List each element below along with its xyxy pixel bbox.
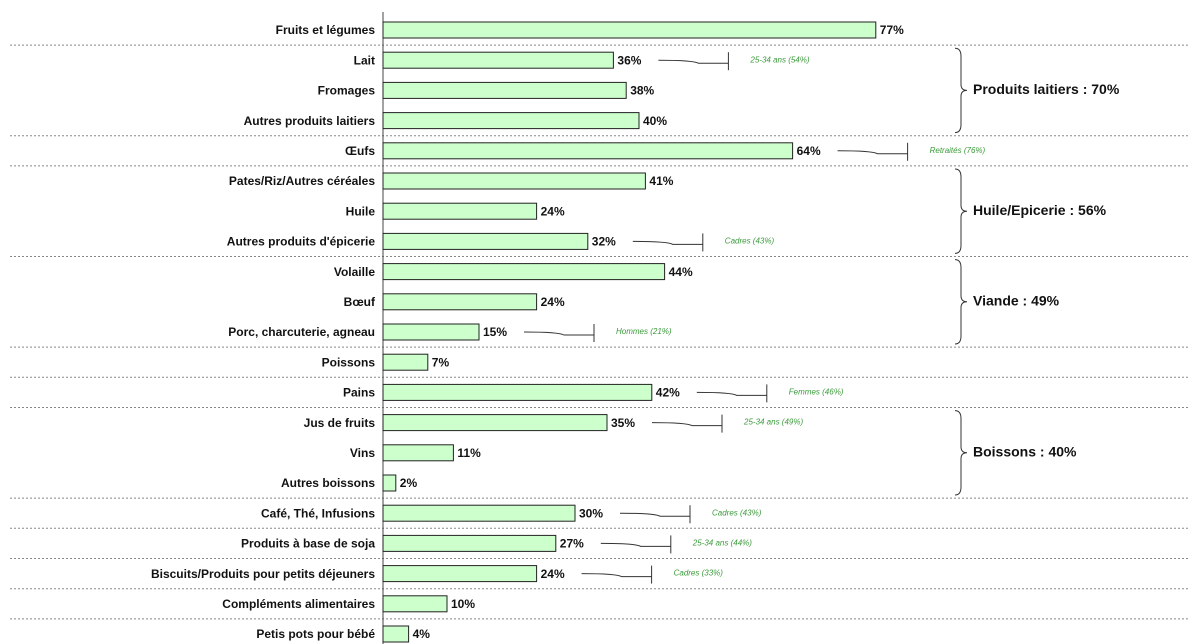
- category-label: Vins: [350, 446, 375, 460]
- category-label: Volaille: [334, 265, 375, 279]
- value-label: 35%: [611, 416, 635, 430]
- value-label: 38%: [630, 84, 654, 98]
- bar: [382, 353, 429, 371]
- category-label: Fruits et légumes: [276, 23, 376, 37]
- value-label: 24%: [541, 204, 565, 218]
- bar: [382, 142, 794, 160]
- category-label: Autres produits laitiers: [244, 114, 376, 128]
- category-label: Jus de fruits: [304, 416, 376, 430]
- group-label: Viande : 49%: [973, 293, 1060, 309]
- value-label: 24%: [541, 295, 565, 309]
- value-label: 24%: [541, 567, 565, 581]
- bar: [382, 232, 589, 250]
- bar: [382, 504, 576, 522]
- category-label: Café, Thé, Infusions: [261, 506, 375, 520]
- annotation: Hommes (21%): [616, 327, 672, 336]
- value-label: 7%: [432, 355, 450, 369]
- value-label: 40%: [643, 114, 667, 128]
- value-label: 36%: [617, 53, 641, 67]
- bar: [382, 534, 557, 552]
- category-label: Autres produits d'épicerie: [227, 235, 376, 249]
- annotation: Cadres (43%): [712, 508, 762, 517]
- bar: [382, 112, 640, 130]
- bar: [382, 565, 538, 583]
- category-label: Œufs: [345, 144, 375, 158]
- annotation-connector: [619, 512, 690, 517]
- value-label: 11%: [457, 446, 481, 460]
- bar: [382, 202, 538, 220]
- group-brace: [954, 47, 968, 134]
- value-label: 64%: [797, 144, 821, 158]
- category-label: Poissons: [322, 355, 376, 369]
- annotation-connector: [632, 240, 703, 245]
- group-brace: [954, 410, 968, 496]
- category-label: Compléments alimentaires: [222, 597, 375, 611]
- value-label: 30%: [579, 506, 603, 520]
- bar: [382, 414, 608, 432]
- bar: [382, 323, 480, 341]
- bar: [382, 21, 877, 39]
- value-label: 42%: [656, 386, 680, 400]
- group-brace: [954, 168, 968, 254]
- value-label: 10%: [451, 597, 475, 611]
- group-label: Produits laitiers : 70%: [973, 81, 1120, 97]
- bar: [382, 625, 410, 643]
- annotation-connector: [523, 331, 594, 336]
- group-label: Boissons : 40%: [973, 444, 1077, 460]
- annotation-connector: [600, 542, 671, 547]
- category-label: Pates/Riz/Autres céréales: [229, 174, 375, 188]
- group-brace: [954, 259, 968, 345]
- bar: [382, 474, 397, 492]
- bar: [382, 81, 627, 99]
- category-label: Autres boissons: [281, 476, 375, 490]
- value-label: 77%: [880, 23, 904, 37]
- annotation: 25-34 ans (44%): [692, 539, 752, 548]
- bar: [382, 263, 666, 281]
- category-label: Biscuits/Produits pour petits déjeuners: [151, 567, 375, 581]
- bar: [382, 383, 653, 401]
- category-label: Petis pots pour bébé: [256, 627, 375, 641]
- value-label: 32%: [592, 235, 616, 249]
- annotation-connector: [651, 422, 722, 427]
- annotation: Cadres (43%): [725, 237, 775, 246]
- value-label: 27%: [560, 537, 584, 551]
- annotation-connector: [696, 391, 767, 396]
- bar: [382, 444, 454, 462]
- annotation-connector: [658, 59, 729, 64]
- category-label: Bœuf: [344, 295, 376, 309]
- annotation-connector: [837, 150, 908, 155]
- bar: [382, 293, 538, 311]
- category-label: Pains: [343, 386, 375, 400]
- category-label: Fromages: [318, 84, 376, 98]
- bar: [382, 51, 614, 69]
- category-label: Produits à base de soja: [241, 537, 375, 551]
- bar: [382, 172, 646, 190]
- group-label: Huile/Epicerie : 56%: [973, 202, 1107, 218]
- value-label: 15%: [483, 325, 507, 339]
- annotation: Femmes (46%): [789, 388, 844, 397]
- category-label: Porc, charcuterie, agneau: [228, 325, 375, 339]
- annotation: 25-34 ans (54%): [749, 55, 809, 64]
- category-label: Lait: [354, 53, 375, 67]
- value-label: 41%: [649, 174, 673, 188]
- value-label: 4%: [413, 627, 431, 641]
- annotation: 25-34 ans (49%): [743, 418, 803, 427]
- value-label: 44%: [669, 265, 693, 279]
- category-label: Huile: [346, 204, 376, 218]
- annotation: Retraités (76%): [930, 146, 986, 155]
- annotation: Cadres (33%): [674, 569, 724, 578]
- annotation-connector: [581, 573, 652, 578]
- value-label: 2%: [400, 476, 418, 490]
- bar: [382, 595, 448, 613]
